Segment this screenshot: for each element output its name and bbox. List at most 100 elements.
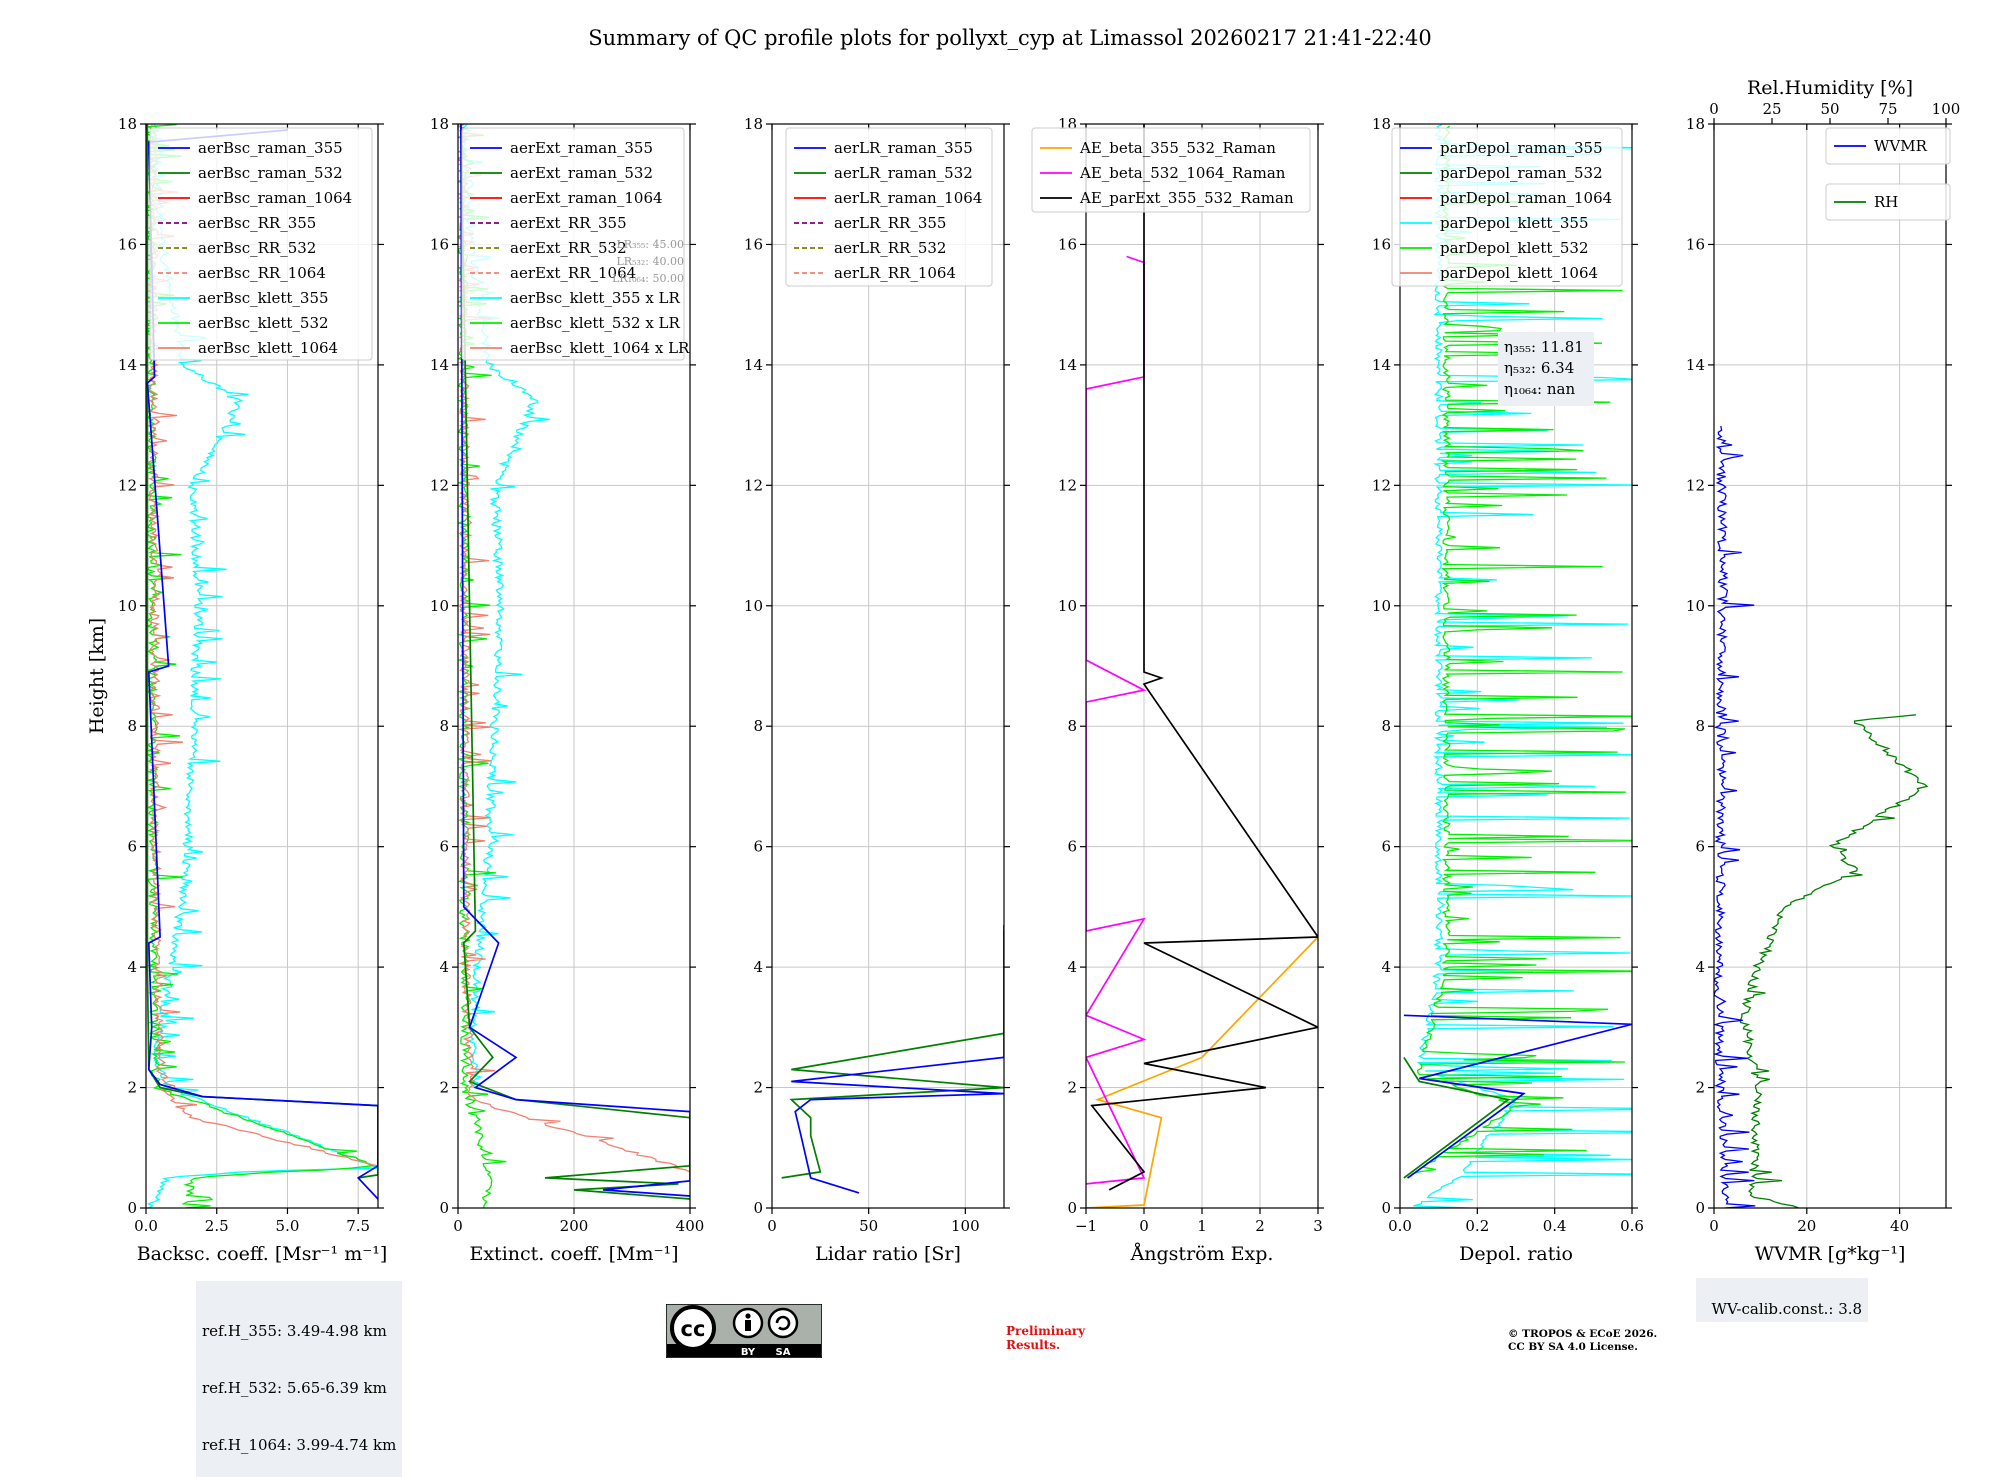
top-x-tick-label: 75: [1878, 100, 1897, 118]
legend-box: [1031, 127, 1311, 213]
legend-label: parDepol_raman_532: [1440, 164, 1603, 182]
axes-frame: [145, 123, 379, 1209]
series-AE_beta_355_532_Raman: [1086, 936, 1318, 1208]
y-tick-label: 14: [430, 356, 449, 374]
top-x-tick-label: 25: [1762, 100, 1781, 118]
legend-box: [149, 127, 373, 361]
legend-label: aerExt_RR_355: [510, 214, 627, 232]
legend-label: aerExt_raman_355: [510, 139, 653, 157]
x-tick-label: 5.0: [276, 1217, 300, 1235]
y-tick-label: 12: [1372, 476, 1391, 494]
legend-label: parDepol_klett_1064: [1440, 264, 1598, 282]
y-tick-label: 12: [118, 476, 137, 494]
y-tick-label: 8: [127, 717, 137, 735]
y-tick-label: 10: [744, 597, 763, 615]
cc-by-label: BY: [741, 1347, 756, 1358]
legend-label: aerBsc_RR_532: [198, 239, 316, 257]
eta-annotation: η₅₃₂: 6.34: [1504, 359, 1574, 377]
y-tick-label: 18: [118, 115, 137, 133]
x-tick-label: 0.2: [1465, 1217, 1489, 1235]
x-tick-label: 2.5: [205, 1217, 229, 1235]
x-tick-label: 1: [1197, 1217, 1207, 1235]
legend-label: aerBsc_RR_355: [198, 214, 316, 232]
legend-label: aerBsc_klett_1064: [198, 339, 338, 357]
legend-label: parDepol_raman_1064: [1440, 189, 1612, 207]
legend-box: [1825, 127, 1951, 165]
series-aerExt_raman_355: [460, 124, 690, 1197]
panel-backscatter: 0.0 2.5 5.0 7.5 0 2 4 6 8 10 12 14 16 18 Backsc. coeff…: [118, 115, 387, 1265]
y-tick-label: 12: [744, 476, 763, 494]
lidar-ratio-annotation: LR₁₀₆₄: 50.00: [612, 272, 684, 285]
y-tick-label: 0: [1695, 1199, 1705, 1217]
y-tick-label: 18: [430, 115, 449, 133]
top-x-tick-label: 50: [1820, 100, 1839, 118]
y-tick-label: 16: [118, 235, 137, 253]
legend-label: WVMR: [1874, 137, 1928, 155]
plot-area-angstrom: [1086, 124, 1318, 1208]
y-tick-label: 6: [1067, 838, 1077, 856]
y-tick-label: 16: [430, 235, 449, 253]
y-tick-label: 14: [1058, 356, 1077, 374]
series-RH: [1739, 714, 1929, 1208]
y-tick-label: 0: [127, 1199, 137, 1217]
panel-water_vapor: 0 20 40 0 2 4 6 8 10 12 14 16 18 WVMR [g*kg⁻¹] 0 25 50 75…: [1686, 77, 1960, 1265]
panel-extinction: 0 200 400 0 2 4 6 8 10 12 14 16 18 Extinct. coeff. [M…: [430, 115, 704, 1265]
y-tick-label: 10: [1372, 597, 1391, 615]
y-tick-label: 10: [118, 597, 137, 615]
wv-calib-box: WV-calib.const.: 3.8: [1696, 1278, 1869, 1322]
series-aerBsc_raman_355: [146, 129, 378, 1200]
legend-box: [1391, 127, 1623, 287]
y-tick-label: 16: [1372, 235, 1391, 253]
top-x-tick-label: 0: [1709, 100, 1719, 118]
series-parDepol_klett_355: [1413, 124, 1632, 1208]
x-tick-label: 0.0: [1388, 1217, 1412, 1235]
panel-lidar_ratio: 0 50 100 0 2 4 6 8 10 12 14 16 18 Lidar ratio [Sr] aer…: [744, 115, 1010, 1265]
y-tick-label: 2: [1381, 1079, 1391, 1097]
legend-label: parDepol_raman_355: [1440, 139, 1603, 157]
legend-label: aerBsc_klett_355: [198, 289, 329, 307]
y-tick-label: 4: [1067, 958, 1077, 976]
x-tick-label: 0.6: [1620, 1217, 1644, 1235]
x-tick-label: 0.4: [1543, 1217, 1567, 1235]
y-tick-label: 16: [744, 235, 763, 253]
series-parDepol_klett_532: [1406, 125, 1632, 1179]
y-tick-label: 6: [1381, 838, 1391, 856]
legend-label: aerExt_raman_532: [510, 164, 653, 182]
legend-label: aerBsc_klett_355 x LR: [510, 289, 681, 307]
y-tick-label: 6: [753, 838, 763, 856]
series-WVMR: [1714, 425, 1756, 1208]
y-tick-label: 4: [753, 958, 763, 976]
eta-box: [1498, 332, 1594, 406]
svg-text:cc: cc: [681, 1317, 706, 1341]
legend-box: [1825, 183, 1951, 221]
legend-label: aerLR_raman_532: [834, 164, 973, 182]
legend-label: aerBsc_raman_1064: [198, 189, 352, 207]
preliminary-line-1: Preliminary: [1006, 1324, 1086, 1338]
y-tick-label: 12: [430, 476, 449, 494]
plot-area-lidar_ratio: [781, 925, 1004, 1194]
y-tick-label: 4: [439, 958, 449, 976]
y-tick-label: 4: [1381, 958, 1391, 976]
legend-label: parDepol_klett_355: [1440, 214, 1589, 232]
y-tick-label: 0: [439, 1199, 449, 1217]
legend-label: aerLR_RR_355: [834, 214, 946, 232]
eta-annotation: η₁₀₆₄: nan: [1504, 380, 1575, 398]
y-tick-label: 2: [753, 1079, 763, 1097]
legend-label: aerExt_RR_532: [510, 239, 627, 257]
y-tick-label: 6: [127, 838, 137, 856]
x-tick-label: 2: [1255, 1217, 1265, 1235]
axes-frame: [1399, 123, 1633, 1209]
plot-area-water_vapor: [1714, 425, 1929, 1208]
legend-box: [461, 127, 685, 361]
x-tick-label: 400: [676, 1217, 705, 1235]
y-tick-label: 18: [744, 115, 763, 133]
x-tick-label: 7.5: [346, 1217, 370, 1235]
legend-label: aerLR_raman_355: [834, 139, 973, 157]
y-tick-label: 14: [1372, 356, 1391, 374]
ref-height-532: ref.H_532: 5.65-6.39 km: [202, 1379, 387, 1397]
y-tick-label: 2: [127, 1079, 137, 1097]
y-tick-label: 12: [1058, 476, 1077, 494]
y-tick-label: 8: [439, 717, 449, 735]
y-tick-label: 14: [1686, 356, 1705, 374]
